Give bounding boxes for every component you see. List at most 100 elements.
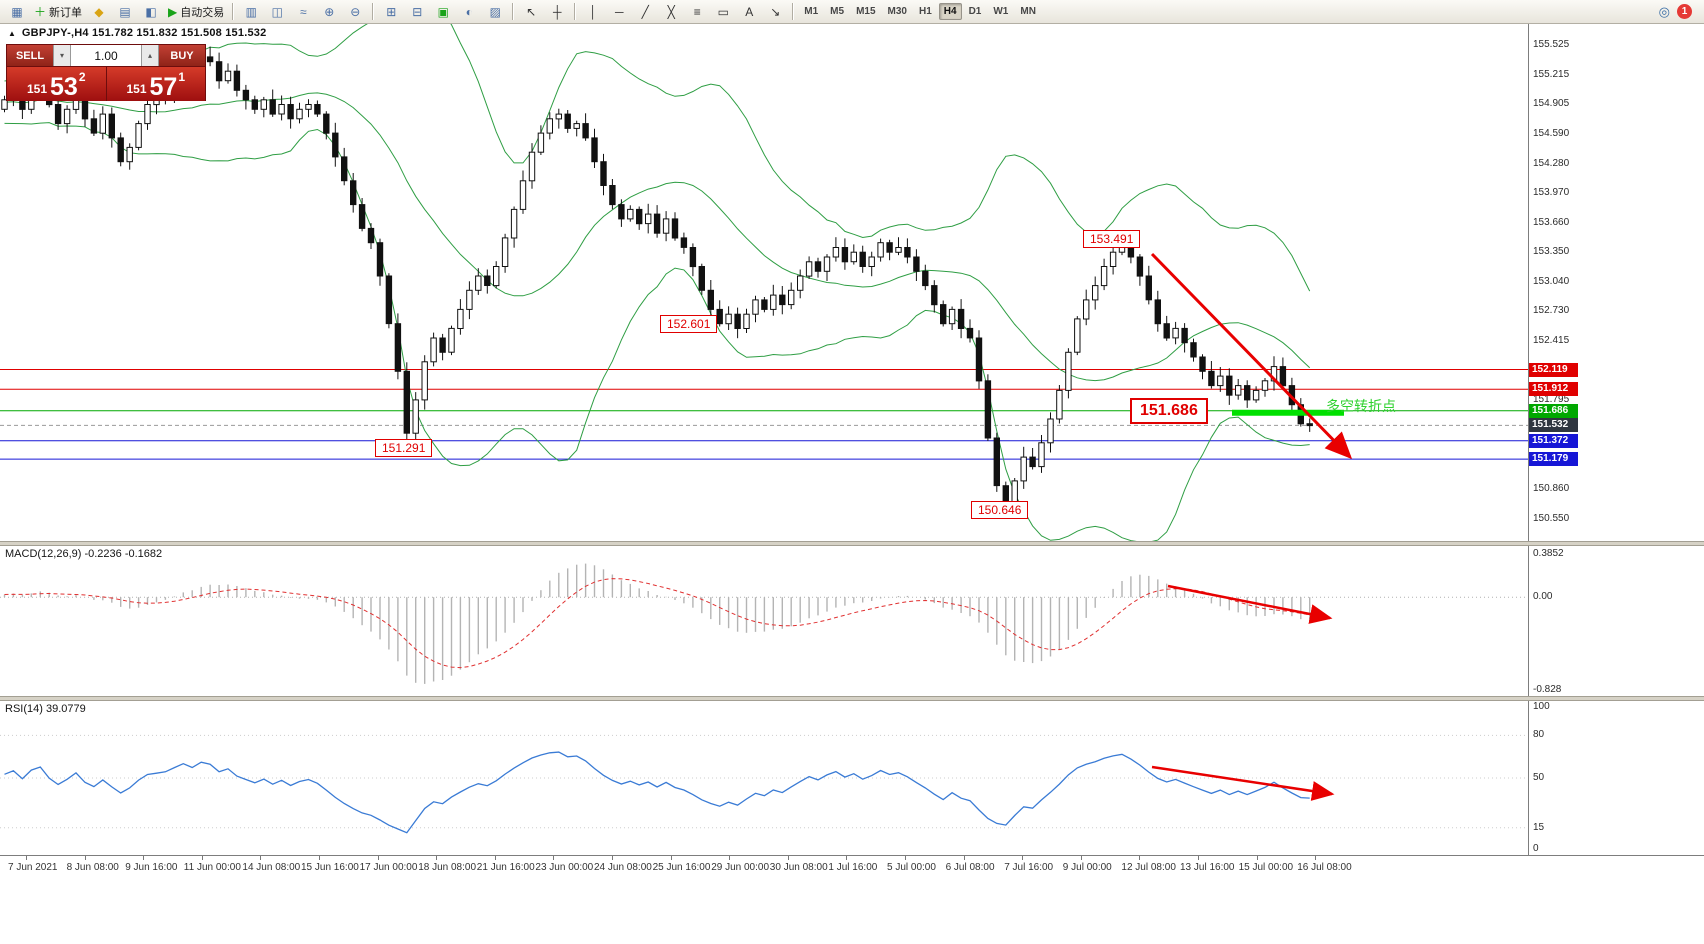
buy-price[interactable]: 151 57 1	[105, 67, 205, 101]
new-chart-window-icon[interactable]: ▣	[430, 1, 456, 23]
time-axis-label: 16 Jul 08:00	[1297, 862, 1352, 873]
notifications-badge[interactable]: 1	[1677, 4, 1692, 19]
new-chart-button[interactable]: ▦	[4, 1, 30, 23]
timeframe-M1[interactable]: M1	[804, 6, 819, 17]
toolbar-divider	[792, 3, 795, 20]
price-tag-152.119: 152.119	[1529, 363, 1578, 377]
channel-icon[interactable]: ╳	[658, 1, 684, 23]
collapse-trade-panel-icon[interactable]: ▲	[8, 28, 16, 38]
price-callout-150.646[interactable]: 150.646	[971, 501, 1029, 519]
time-axis[interactable]: 7 Jun 2021 8 Jun 08:00 9 Jun 16:00 11 Jun 0…	[0, 855, 1704, 879]
text-tool-icon[interactable]: A	[736, 1, 762, 23]
vertical-line-icon: │	[589, 4, 598, 19]
price-callout-152.601[interactable]: 152.601	[660, 315, 718, 333]
timeframe-H1[interactable]: H1	[918, 6, 932, 17]
templates-icon[interactable]: ▨	[482, 1, 508, 23]
refresh-icon[interactable]: ◐	[456, 1, 482, 23]
candlestick-chart-icon[interactable]: ◫	[264, 1, 290, 23]
time-axis-tick	[84, 856, 86, 860]
zoom-in-icon[interactable]: ⊕	[316, 1, 342, 23]
buy-button[interactable]: BUY	[159, 45, 205, 66]
cursor-icon[interactable]: ↖	[518, 1, 544, 23]
tile-windows-icon[interactable]: ⊞	[378, 1, 404, 23]
rsi-axis-label: 0	[1533, 843, 1539, 854]
rsi-axis-label: 15	[1533, 822, 1545, 833]
price-tag-151.532: 151.532	[1529, 418, 1578, 432]
time-axis-tick	[377, 856, 379, 860]
downtrend-arrow[interactable]	[1150, 252, 1353, 460]
data-window-icon[interactable]: ◧	[138, 1, 164, 23]
time-axis-label: 21 Jun 16:00	[476, 862, 535, 873]
price-axis-label: 154.905	[1533, 98, 1570, 109]
one-click-trading-panel: SELL ▾ ▴ BUY 151 53 2 151 57 1	[6, 44, 206, 101]
rsi-axis: 100 80 50 15 0	[1528, 701, 1704, 855]
time-axis-tick	[963, 856, 965, 860]
toolbar-divider	[574, 3, 577, 20]
rsi-panel[interactable]: RSI(14) 39.0779	[0, 701, 1528, 855]
timeframe-W1[interactable]: W1	[993, 6, 1009, 17]
panel-divider[interactable]	[0, 696, 1704, 701]
macd-axis-label: 0.00	[1533, 591, 1553, 602]
candlestick-chart-canvas[interactable]	[0, 24, 1528, 541]
time-axis-label: 14 Jun 08:00	[242, 862, 301, 873]
bar-chart-icon[interactable]: ▥	[238, 1, 264, 23]
sell-button[interactable]: SELL	[7, 45, 53, 66]
price-axis-label: 150.550	[1533, 513, 1570, 524]
lot-increase-button[interactable]: ▴	[140, 45, 159, 66]
rsi-trend-arrow[interactable]	[1151, 765, 1335, 801]
main-chart-area[interactable]: ▲ GBPJPY-,H4 151.782 151.832 151.508 151…	[0, 24, 1528, 541]
timeframe-M5[interactable]: M5	[830, 6, 845, 17]
line-chart-icon[interactable]: ≈	[290, 1, 316, 23]
panel-divider[interactable]	[0, 541, 1704, 546]
autotrading-button-icon: ▶	[168, 4, 178, 19]
price-callout-151.686[interactable]: 151.686	[1130, 398, 1208, 424]
horizontal-line-icon[interactable]: ─	[606, 1, 632, 23]
fibonacci-icon[interactable]: ≡	[684, 1, 710, 23]
timeframe-M15[interactable]: M15	[856, 6, 876, 17]
autotrading-button[interactable]: ▶ 自动交易	[164, 1, 228, 23]
shapes-icon[interactable]: ▭	[710, 1, 736, 23]
time-axis-label: 7 Jul 16:00	[1004, 862, 1054, 873]
zoom-out-icon[interactable]: ⊖	[342, 1, 368, 23]
price-axis[interactable]: 155.525 155.215 154.905 154.590 154.280 153.9…	[1528, 24, 1704, 541]
price-callout-153.491[interactable]: 153.491	[1083, 230, 1141, 248]
lot-size-input[interactable]	[71, 45, 141, 66]
macd-panel[interactable]: MACD(12,26,9) -0.2236 -0.1682	[0, 546, 1528, 696]
vertical-line-icon[interactable]: │	[580, 1, 606, 23]
rsi-label: RSI(14) 39.0779	[5, 703, 86, 715]
timeframe-H4[interactable]: H4	[938, 3, 962, 20]
macd-canvas	[0, 563, 1528, 684]
price-callout-151.291[interactable]: 151.291	[375, 439, 433, 457]
time-axis-tick	[729, 856, 731, 860]
timeframe-MN[interactable]: MN	[1020, 6, 1036, 17]
cursor-icon: ↖	[526, 4, 537, 19]
arrows-tool-icon[interactable]: ↘	[762, 1, 788, 23]
new-order-button-icon: ＋	[34, 4, 47, 19]
time-axis-tick	[1022, 856, 1024, 860]
toolbar-divider	[232, 3, 235, 20]
new-order-button[interactable]: ＋新订单	[30, 1, 86, 23]
symbol-info: ▲ GBPJPY-,H4 151.782 151.832 151.508 151…	[8, 27, 266, 39]
profiles-icon[interactable]: ◆	[86, 1, 112, 23]
time-axis-label: 7 Jun 2021	[8, 862, 58, 873]
buy-price-main: 151	[126, 82, 147, 96]
price-axis-label: 154.590	[1533, 128, 1570, 139]
sell-price[interactable]: 151 53 2	[7, 67, 106, 101]
timeframe-D1[interactable]: D1	[968, 6, 982, 17]
price-axis-label: 153.040	[1533, 276, 1570, 287]
macd-trend-arrow[interactable]	[1167, 584, 1333, 624]
market-watch-icon: ▤	[119, 4, 131, 19]
crosshair-icon[interactable]: ┼	[544, 1, 570, 23]
lot-decrease-button[interactable]: ▾	[53, 45, 72, 66]
trade-panel-controls: SELL ▾ ▴ BUY	[7, 45, 205, 67]
cascade-windows-icon[interactable]: ⊟	[404, 1, 430, 23]
trendline-icon[interactable]: ╱	[632, 1, 658, 23]
time-axis-tick	[1139, 856, 1141, 860]
time-axis-tick	[436, 856, 438, 860]
rsi-line	[4, 751, 1310, 834]
market-watch-icon[interactable]: ▤	[112, 1, 138, 23]
time-axis-label: 18 Jun 08:00	[418, 862, 477, 873]
timeframe-M30[interactable]: M30	[887, 6, 907, 17]
turning-point-annotation[interactable]: 多空转折点	[1326, 398, 1396, 414]
search-icon[interactable]: ◎	[1658, 3, 1670, 19]
